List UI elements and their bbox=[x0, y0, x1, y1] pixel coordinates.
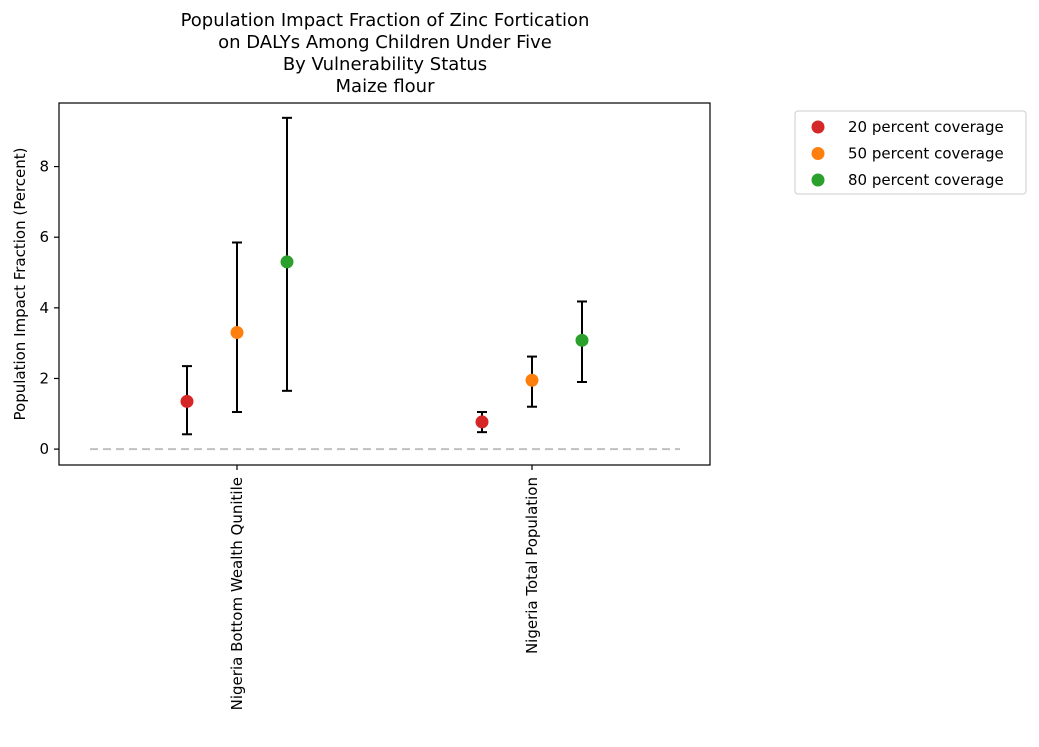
chart-title: Population Impact Fraction of Zinc Forti… bbox=[181, 10, 590, 97]
legend-marker bbox=[811, 147, 825, 160]
plot-frame bbox=[58, 102, 711, 466]
y-tick-label: 6 bbox=[39, 228, 49, 246]
data-point bbox=[180, 394, 194, 408]
chart-title-line-2: on DALYs Among Children Under Five bbox=[218, 32, 552, 53]
legend-marker bbox=[811, 173, 825, 187]
legend-marker bbox=[811, 120, 825, 134]
x-tick-label: Nigeria Bottom Wealth Qunitile bbox=[228, 477, 246, 710]
chart-title-line-4: Maize flour bbox=[336, 76, 436, 97]
y-tick-label: 2 bbox=[39, 369, 49, 387]
data-point bbox=[230, 326, 244, 340]
data-point bbox=[525, 373, 539, 387]
legend-label: 20 percent coverage bbox=[848, 118, 1004, 136]
y-axis-label: Population Impact Fraction (Percent) bbox=[11, 147, 29, 420]
legend-label: 80 percent coverage bbox=[848, 171, 1004, 189]
x-ticks: Nigeria Bottom Wealth Qunitile Nigeria To… bbox=[228, 465, 541, 710]
legend: 20 percent coverage 50 percent coverage 80… bbox=[794, 110, 1027, 195]
data-point bbox=[475, 415, 489, 429]
error-bars bbox=[182, 116, 587, 436]
legend-box bbox=[794, 110, 1027, 195]
y-tick-label: 0 bbox=[39, 440, 49, 458]
y-tick-label: 4 bbox=[39, 299, 49, 317]
data-point bbox=[575, 333, 589, 347]
x-tick-label: Nigeria Total Population bbox=[523, 477, 541, 654]
legend-label: 50 percent coverage bbox=[848, 145, 1004, 163]
chart-title-line-1: Population Impact Fraction of Zinc Forti… bbox=[181, 10, 590, 31]
data-points bbox=[180, 255, 589, 429]
y-tick-label: 8 bbox=[39, 158, 49, 176]
y-ticks: 0 2 4 6 8 bbox=[39, 158, 59, 458]
data-point bbox=[280, 255, 294, 269]
chart-title-line-3: By Vulnerability Status bbox=[283, 54, 487, 75]
